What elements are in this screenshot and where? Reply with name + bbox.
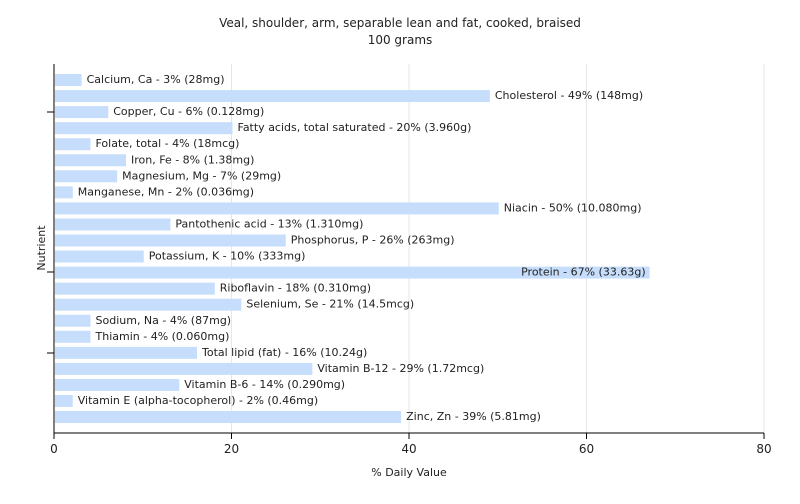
axis-layer xyxy=(47,64,764,434)
chart-subtitle: 100 grams xyxy=(368,33,433,47)
bar-19 xyxy=(55,362,313,375)
bar-label: Manganese, Mn - 2% (0.036mg) xyxy=(78,185,254,198)
bar-label: Total lipid (fat) - 16% (10.24g) xyxy=(201,346,367,359)
bar-7 xyxy=(55,170,118,183)
bar-label: Vitamin B-6 - 14% (0.290mg) xyxy=(184,378,345,391)
bar-label: Vitamin B-12 - 29% (1.72mcg) xyxy=(317,362,484,375)
bar-5 xyxy=(55,138,91,151)
bar-label: Copper, Cu - 6% (0.128mg) xyxy=(113,105,264,118)
bar-13 xyxy=(55,266,650,279)
bar-12 xyxy=(55,250,144,263)
bar-label: Zinc, Zn - 39% (5.81mg) xyxy=(406,410,541,423)
y-axis-title: Nutrient xyxy=(35,225,48,271)
bar-2 xyxy=(55,90,490,103)
bar-16 xyxy=(55,314,91,327)
bar-layer: Calcium, Ca - 3% (28mg) Cholesterol - 49%… xyxy=(55,73,650,424)
bar-14 xyxy=(55,282,215,295)
bar-label: Riboflavin - 18% (0.310mg) xyxy=(220,282,371,295)
x-tick-label: 80 xyxy=(756,442,771,456)
bar-label: Magnesium, Mg - 7% (29mg) xyxy=(122,169,281,182)
bar-label: Protein - 67% (33.63g) xyxy=(521,266,646,279)
bar-label: Vitamin E (alpha-tocopherol) - 2% (0.46m… xyxy=(78,394,318,407)
bar-label: Thiamin - 4% (0.060mg) xyxy=(95,330,230,343)
bar-15 xyxy=(55,298,242,311)
bar-label: Iron, Fe - 8% (1.38mg) xyxy=(131,153,254,166)
x-axis-title: % Daily Value xyxy=(371,466,447,479)
bar-17 xyxy=(55,330,91,343)
bar-label: Sodium, Na - 4% (87mg) xyxy=(96,314,232,327)
tick-layer: 0 20 40 60 80 xyxy=(50,433,772,456)
bar-1 xyxy=(55,74,82,86)
bar-label: Fatty acids, total saturated - 20% (3.96… xyxy=(238,121,472,134)
bar-11 xyxy=(55,234,286,247)
bar-label: Calcium, Ca - 3% (28mg) xyxy=(87,73,225,86)
bar-21 xyxy=(55,395,73,407)
x-tick-label: 20 xyxy=(224,442,239,456)
x-tick-label: 40 xyxy=(401,442,416,456)
x-tick-label: 0 xyxy=(50,442,58,456)
bar-label: Selenium, Se - 21% (14.5mcg) xyxy=(246,298,414,311)
bar-label: Potassium, K - 10% (333mg) xyxy=(149,250,306,263)
bar-8 xyxy=(55,186,73,199)
bar-label: Phosphorus, P - 26% (263mg) xyxy=(291,234,455,247)
bar-label: Niacin - 50% (10.080mg) xyxy=(504,201,642,214)
bar-3 xyxy=(55,106,109,119)
bar-label: Folate, total - 4% (18mcg) xyxy=(96,137,240,150)
chart-title: Veal, shoulder, arm, separable lean and … xyxy=(219,16,581,30)
bar-22 xyxy=(55,411,402,424)
bar-10 xyxy=(55,218,171,231)
bar-18 xyxy=(55,346,197,359)
x-tick-label: 60 xyxy=(579,442,594,456)
bar-4 xyxy=(55,122,233,135)
bar-20 xyxy=(55,378,180,391)
bar-label: Cholesterol - 49% (148mg) xyxy=(495,89,643,102)
bar-label: Pantothenic acid - 13% (1.310mg) xyxy=(175,217,363,230)
bar-6 xyxy=(55,154,126,167)
bar-9 xyxy=(55,202,499,215)
